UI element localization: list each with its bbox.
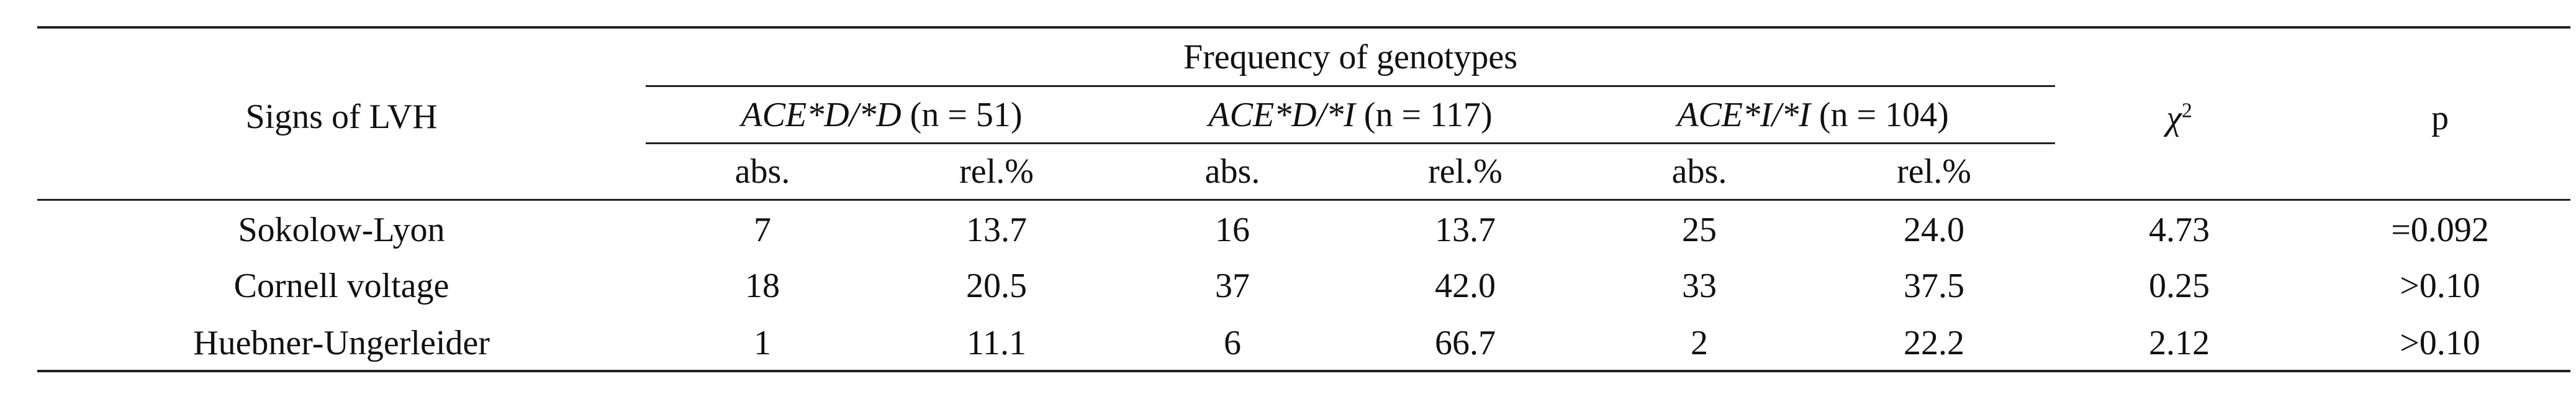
table-cell: 37.5 <box>1904 267 1964 305</box>
genotype-header-ii: ACE*I/*I (n = 104) <box>1677 98 1949 132</box>
genotype-header-di: ACE*D/*I (n = 117) <box>1208 98 1492 132</box>
table-cell: 2 <box>1691 324 1708 362</box>
stub-header: Signs of LVH <box>245 98 438 136</box>
genotype-header-underline <box>646 142 2055 144</box>
table-cell: 66.7 <box>1435 324 1496 362</box>
table-cell: 24.0 <box>1904 211 1964 249</box>
table-cell: 22.2 <box>1904 324 1964 362</box>
table-cell: 33 <box>1682 267 1717 305</box>
chi-square-header: χ2 <box>2166 99 2192 137</box>
table-cell: >0.10 <box>2400 267 2480 305</box>
table-cell: 7 <box>754 211 771 249</box>
subheader-abs-ii: abs. <box>1671 152 1727 191</box>
table-cell: 1 <box>754 324 771 362</box>
genotype-name: ACE*D/*D <box>741 96 902 134</box>
table-cell: 42.0 <box>1435 267 1496 305</box>
table-cell: 25 <box>1682 211 1717 249</box>
subheader-rel-ii: rel.% <box>1897 152 1971 191</box>
group-header: Frequency of genotypes <box>1183 38 1518 76</box>
genotype-n: (n = 51) <box>910 96 1023 134</box>
header-bottom-rule <box>37 199 2570 201</box>
subheader-abs-dd: abs. <box>734 152 790 191</box>
table-cell: 6 <box>1224 324 1241 362</box>
p-value-header: p <box>2431 99 2449 137</box>
table-cell: 2.12 <box>2149 324 2210 362</box>
table-cell: 37 <box>1215 267 1250 305</box>
table-cell: 0.25 <box>2149 267 2210 305</box>
genotype-name: ACE*D/*I <box>1208 96 1355 134</box>
subheader-abs-di: abs. <box>1204 152 1260 191</box>
group-header-underline <box>646 85 2055 87</box>
row-label: Sokolow-Lyon <box>238 211 445 249</box>
table-cell: 18 <box>745 267 780 305</box>
table-cell: 13.7 <box>1435 211 1496 249</box>
genotype-name: ACE*I/*I <box>1677 96 1810 134</box>
chi-symbol: χ <box>2166 99 2182 137</box>
genotype-header-dd: ACE*D/*D (n = 51) <box>741 98 1022 132</box>
table-cell: =0.092 <box>2391 211 2489 249</box>
table-cell: 4.73 <box>2149 211 2210 249</box>
table-cell: >0.10 <box>2400 324 2480 362</box>
row-label: Huebner-Ungerleider <box>193 324 490 362</box>
subheader-rel-di: rel.% <box>1428 152 1503 191</box>
genotype-n: (n = 104) <box>1819 96 1949 134</box>
bottom-rule <box>37 370 2570 372</box>
genotype-n: (n = 117) <box>1363 96 1493 134</box>
subheader-rel-dd: rel.% <box>959 152 1034 191</box>
top-rule <box>37 26 2570 29</box>
table-cell: 11.1 <box>967 324 1026 362</box>
table-cell: 16 <box>1215 211 1250 249</box>
table-cell: 20.5 <box>966 267 1027 305</box>
table-cell: 13.7 <box>966 211 1027 249</box>
row-label: Cornell voltage <box>233 267 450 305</box>
chi-superscript: 2 <box>2181 99 2192 122</box>
